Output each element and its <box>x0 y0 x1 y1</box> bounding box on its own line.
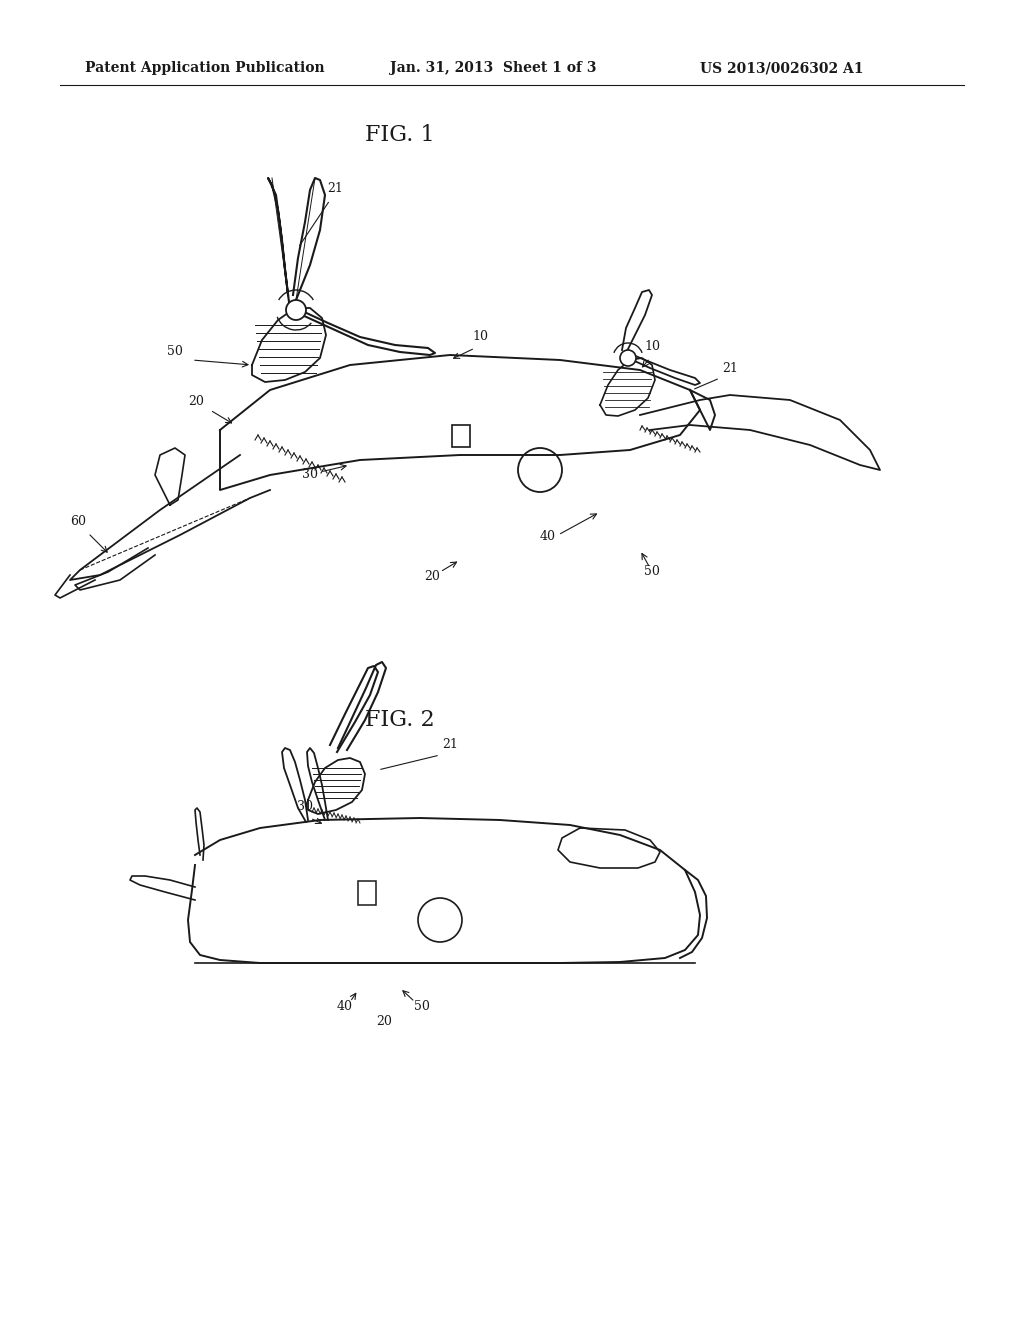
Text: Jan. 31, 2013  Sheet 1 of 3: Jan. 31, 2013 Sheet 1 of 3 <box>390 61 597 75</box>
Circle shape <box>286 300 306 319</box>
Text: 40: 40 <box>337 1001 353 1012</box>
Text: FIG. 1: FIG. 1 <box>366 124 435 147</box>
Text: 10: 10 <box>472 330 488 343</box>
Text: 50: 50 <box>167 345 183 358</box>
Text: FIG. 2: FIG. 2 <box>366 709 435 731</box>
Text: 21: 21 <box>722 362 738 375</box>
Text: Patent Application Publication: Patent Application Publication <box>85 61 325 75</box>
Text: US 2013/0026302 A1: US 2013/0026302 A1 <box>700 61 863 75</box>
Circle shape <box>620 350 636 366</box>
Text: 60: 60 <box>70 515 86 528</box>
Text: 21: 21 <box>442 738 458 751</box>
Text: 20: 20 <box>188 395 204 408</box>
Text: 50: 50 <box>414 1001 430 1012</box>
Bar <box>452 425 470 447</box>
Bar <box>358 880 376 906</box>
Text: 50: 50 <box>644 565 659 578</box>
Text: 20: 20 <box>376 1015 392 1028</box>
Text: 10: 10 <box>644 341 660 352</box>
Text: 20: 20 <box>424 570 440 583</box>
Text: 21: 21 <box>327 182 343 195</box>
Text: 30: 30 <box>302 469 318 480</box>
Text: 40: 40 <box>540 531 556 543</box>
Text: 30: 30 <box>297 800 313 813</box>
